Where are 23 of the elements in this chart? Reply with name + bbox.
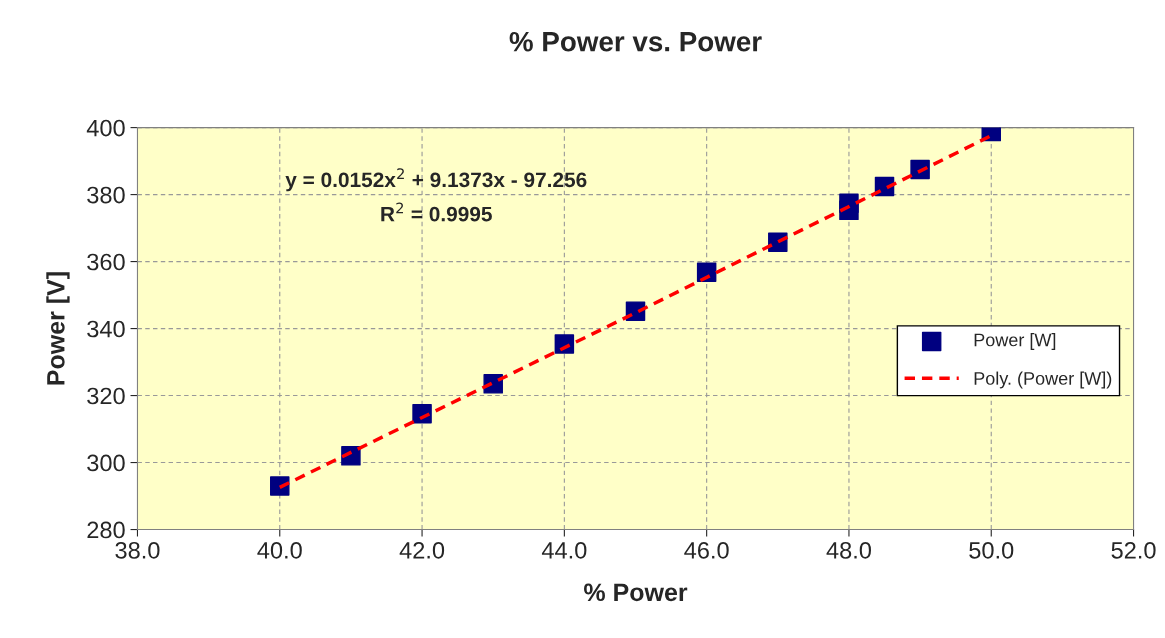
y-tick-label: 340 (87, 320, 125, 338)
x-tick-label: 50.0 (969, 541, 1014, 559)
chart-title: % Power vs. Power (509, 31, 762, 52)
y-tick-label: 320 (87, 387, 125, 405)
x-tick-label: 46.0 (684, 541, 729, 559)
x-axis-title: % Power (584, 583, 688, 602)
y-tick-label: 400 (86, 119, 125, 137)
y-tick-label: 380 (87, 186, 125, 204)
y-tick-label: 300 (87, 454, 125, 472)
y-axis-title: Power [V] (46, 272, 70, 385)
legend-label: Poly. (Power [W]) (974, 371, 1112, 389)
x-tick-label: 40.0 (257, 541, 302, 559)
x-tick-label: 52.0 (1111, 541, 1156, 559)
y-tick-label: 280 (87, 521, 125, 539)
legend-label: Power [W] (974, 333, 1056, 350)
y-tick-label: 360 (87, 253, 125, 271)
x-tick-label: 38.0 (115, 541, 160, 559)
annotation: y = 0.0152x$^{2}$ + 9.1373x - 97.256 (285, 168, 587, 192)
annotation: R$^{2}$ = 0.9995 (381, 202, 492, 222)
x-tick-label: 44.0 (541, 541, 587, 559)
point (554, 334, 575, 354)
x-tick-label: 48.0 (826, 541, 872, 559)
x-tick-label: 42.0 (399, 541, 445, 559)
